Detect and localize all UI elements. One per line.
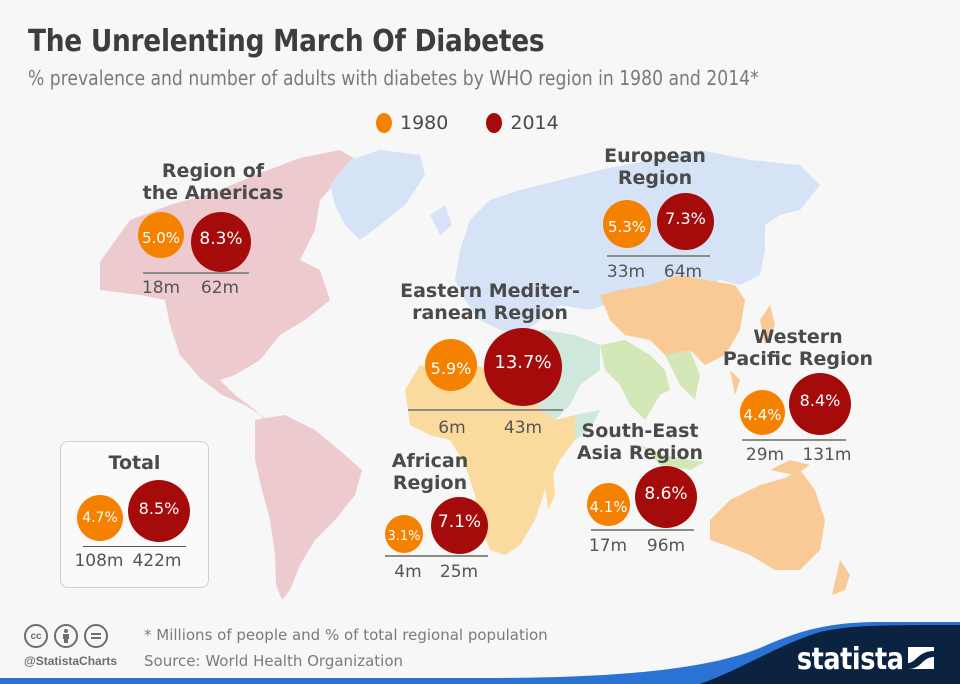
region-name-line: South-East bbox=[581, 420, 699, 442]
count-americas-1980: 18m bbox=[141, 278, 181, 298]
prevalence-africa-2014: 7.1% bbox=[437, 512, 482, 532]
map-region-western-pacific bbox=[600, 275, 850, 595]
region-name-line: Pacific Region bbox=[722, 348, 874, 370]
bubble-eastern_med-2014: 13.7% bbox=[484, 328, 562, 406]
legend-swatch-2014 bbox=[486, 113, 503, 133]
region-name-line: the Americas bbox=[142, 182, 284, 204]
total-box: Total 4.7% 8.5% 108m 422m bbox=[60, 441, 209, 588]
legend-label-1980: 1980 bbox=[400, 112, 449, 134]
bubble-eastern_med-1980: 5.9% bbox=[425, 339, 477, 391]
count-western_pacific-1980: 29m bbox=[745, 445, 785, 465]
count-europe-1980: 33m bbox=[606, 262, 646, 282]
prevalence-americas-1980: 5.0% bbox=[141, 229, 181, 247]
map-region-africa bbox=[405, 365, 575, 555]
statista-handle: @StatistaCharts bbox=[24, 654, 118, 668]
region-name-line: Asia Region bbox=[576, 442, 704, 464]
license-icons: cc bbox=[24, 624, 108, 648]
count-africa-1980: 4m bbox=[394, 562, 422, 582]
count-western_pacific-2014: 131m bbox=[802, 445, 852, 465]
baseline-western_pacific bbox=[742, 439, 846, 441]
total-bubble-2014: 8.5% bbox=[128, 480, 190, 542]
baseline-south_east_asia bbox=[591, 529, 694, 531]
source-note: Source: World Health Organization bbox=[144, 652, 404, 670]
bubble-africa-2014: 7.1% bbox=[431, 497, 488, 554]
bubble-europe-2014: 7.3% bbox=[657, 193, 714, 250]
bubble-western_pacific-1980: 4.4% bbox=[740, 390, 785, 435]
statista-logo-text: statista bbox=[797, 642, 904, 677]
region-label-europe: European Region bbox=[555, 145, 755, 189]
baseline-europe bbox=[607, 255, 710, 257]
region-label-eastern_med: Eastern Mediter-ranean Region bbox=[390, 280, 590, 324]
bubble-south_east_asia-2014: 8.6% bbox=[635, 466, 697, 528]
region-name-line: ranean Region bbox=[412, 302, 568, 324]
count-south_east_asia-1980: 17m bbox=[588, 536, 628, 556]
region-name-line: Region of bbox=[161, 160, 265, 182]
count-eastern_med-1980: 6m bbox=[438, 418, 466, 438]
prevalence-eastern_med-1980: 5.9% bbox=[430, 358, 472, 378]
prevalence-eastern_med-2014: 13.7% bbox=[494, 352, 552, 373]
region-label-western_pacific: Western Pacific Region bbox=[698, 326, 898, 370]
count-south_east_asia-2014: 96m bbox=[646, 536, 686, 556]
legend: 1980 2014 bbox=[376, 112, 587, 134]
total-bubble-1980: 4.7% bbox=[77, 495, 123, 541]
region-name-line: African bbox=[391, 450, 469, 472]
no-derivatives-icon bbox=[84, 624, 108, 648]
count-europe-2014: 64m bbox=[663, 262, 703, 282]
region-name-line: Region bbox=[392, 472, 468, 494]
bubble-south_east_asia-1980: 4.1% bbox=[587, 483, 630, 526]
baseline-africa bbox=[385, 555, 488, 557]
legend-label-2014: 2014 bbox=[510, 112, 559, 134]
bubble-americas-1980: 5.0% bbox=[138, 212, 184, 258]
total-label: Total bbox=[108, 452, 161, 474]
prevalence-africa-1980: 3.1% bbox=[387, 529, 421, 544]
world-map bbox=[100, 150, 850, 600]
region-name-line: Eastern Mediter- bbox=[400, 280, 580, 302]
region-name-line: European bbox=[604, 145, 706, 167]
map-region-south-east-asia bbox=[600, 340, 705, 470]
region-name-line: Region bbox=[617, 167, 693, 189]
bubble-western_pacific-2014: 8.4% bbox=[789, 373, 851, 435]
statista-logo-icon bbox=[908, 647, 934, 669]
prevalence-europe-1980: 5.3% bbox=[607, 218, 647, 236]
prevalence-europe-2014: 7.3% bbox=[665, 208, 706, 228]
legend-item-2014: 2014 bbox=[486, 112, 559, 134]
region-label-south_east_asia: South-East Asia Region bbox=[540, 420, 740, 464]
count-africa-2014: 25m bbox=[439, 562, 479, 582]
count-eastern_med-2014: 43m bbox=[503, 418, 543, 438]
prevalence-americas-2014: 8.3% bbox=[199, 228, 243, 249]
total-prevalence-1980: 4.7% bbox=[82, 510, 118, 526]
bubble-americas-2014: 8.3% bbox=[191, 212, 251, 272]
baseline-eastern_med bbox=[408, 409, 563, 411]
region-name-line: Western bbox=[753, 326, 843, 348]
chart-subtitle: % prevalence and number of adults with d… bbox=[28, 66, 759, 90]
count-americas-2014: 62m bbox=[200, 278, 240, 298]
legend-swatch-1980 bbox=[376, 113, 392, 133]
footnote: * Millions of people and % of total regi… bbox=[144, 626, 548, 644]
prevalence-western_pacific-2014: 8.4% bbox=[799, 391, 841, 410]
attribution-icon bbox=[54, 624, 78, 648]
bubble-africa-1980: 3.1% bbox=[385, 515, 423, 553]
prevalence-western_pacific-1980: 4.4% bbox=[743, 406, 782, 424]
total-prevalence-2014: 8.5% bbox=[138, 498, 180, 518]
legend-item-1980: 1980 bbox=[376, 112, 448, 134]
prevalence-south_east_asia-2014: 8.6% bbox=[644, 483, 688, 504]
chart-title: The Unrelenting March Of Diabetes bbox=[28, 24, 545, 59]
total-count-2014: 422m bbox=[132, 551, 182, 571]
creative-commons-icon: cc bbox=[24, 624, 48, 648]
bubble-europe-1980: 5.3% bbox=[603, 200, 651, 248]
region-label-americas: Region of the Americas bbox=[113, 160, 313, 204]
baseline-americas bbox=[143, 272, 249, 274]
total-baseline bbox=[83, 546, 186, 547]
total-count-1980: 108m bbox=[74, 551, 124, 571]
prevalence-south_east_asia-1980: 4.1% bbox=[589, 498, 628, 516]
region-label-africa: African Region bbox=[330, 450, 530, 494]
brand-wave bbox=[0, 622, 960, 684]
